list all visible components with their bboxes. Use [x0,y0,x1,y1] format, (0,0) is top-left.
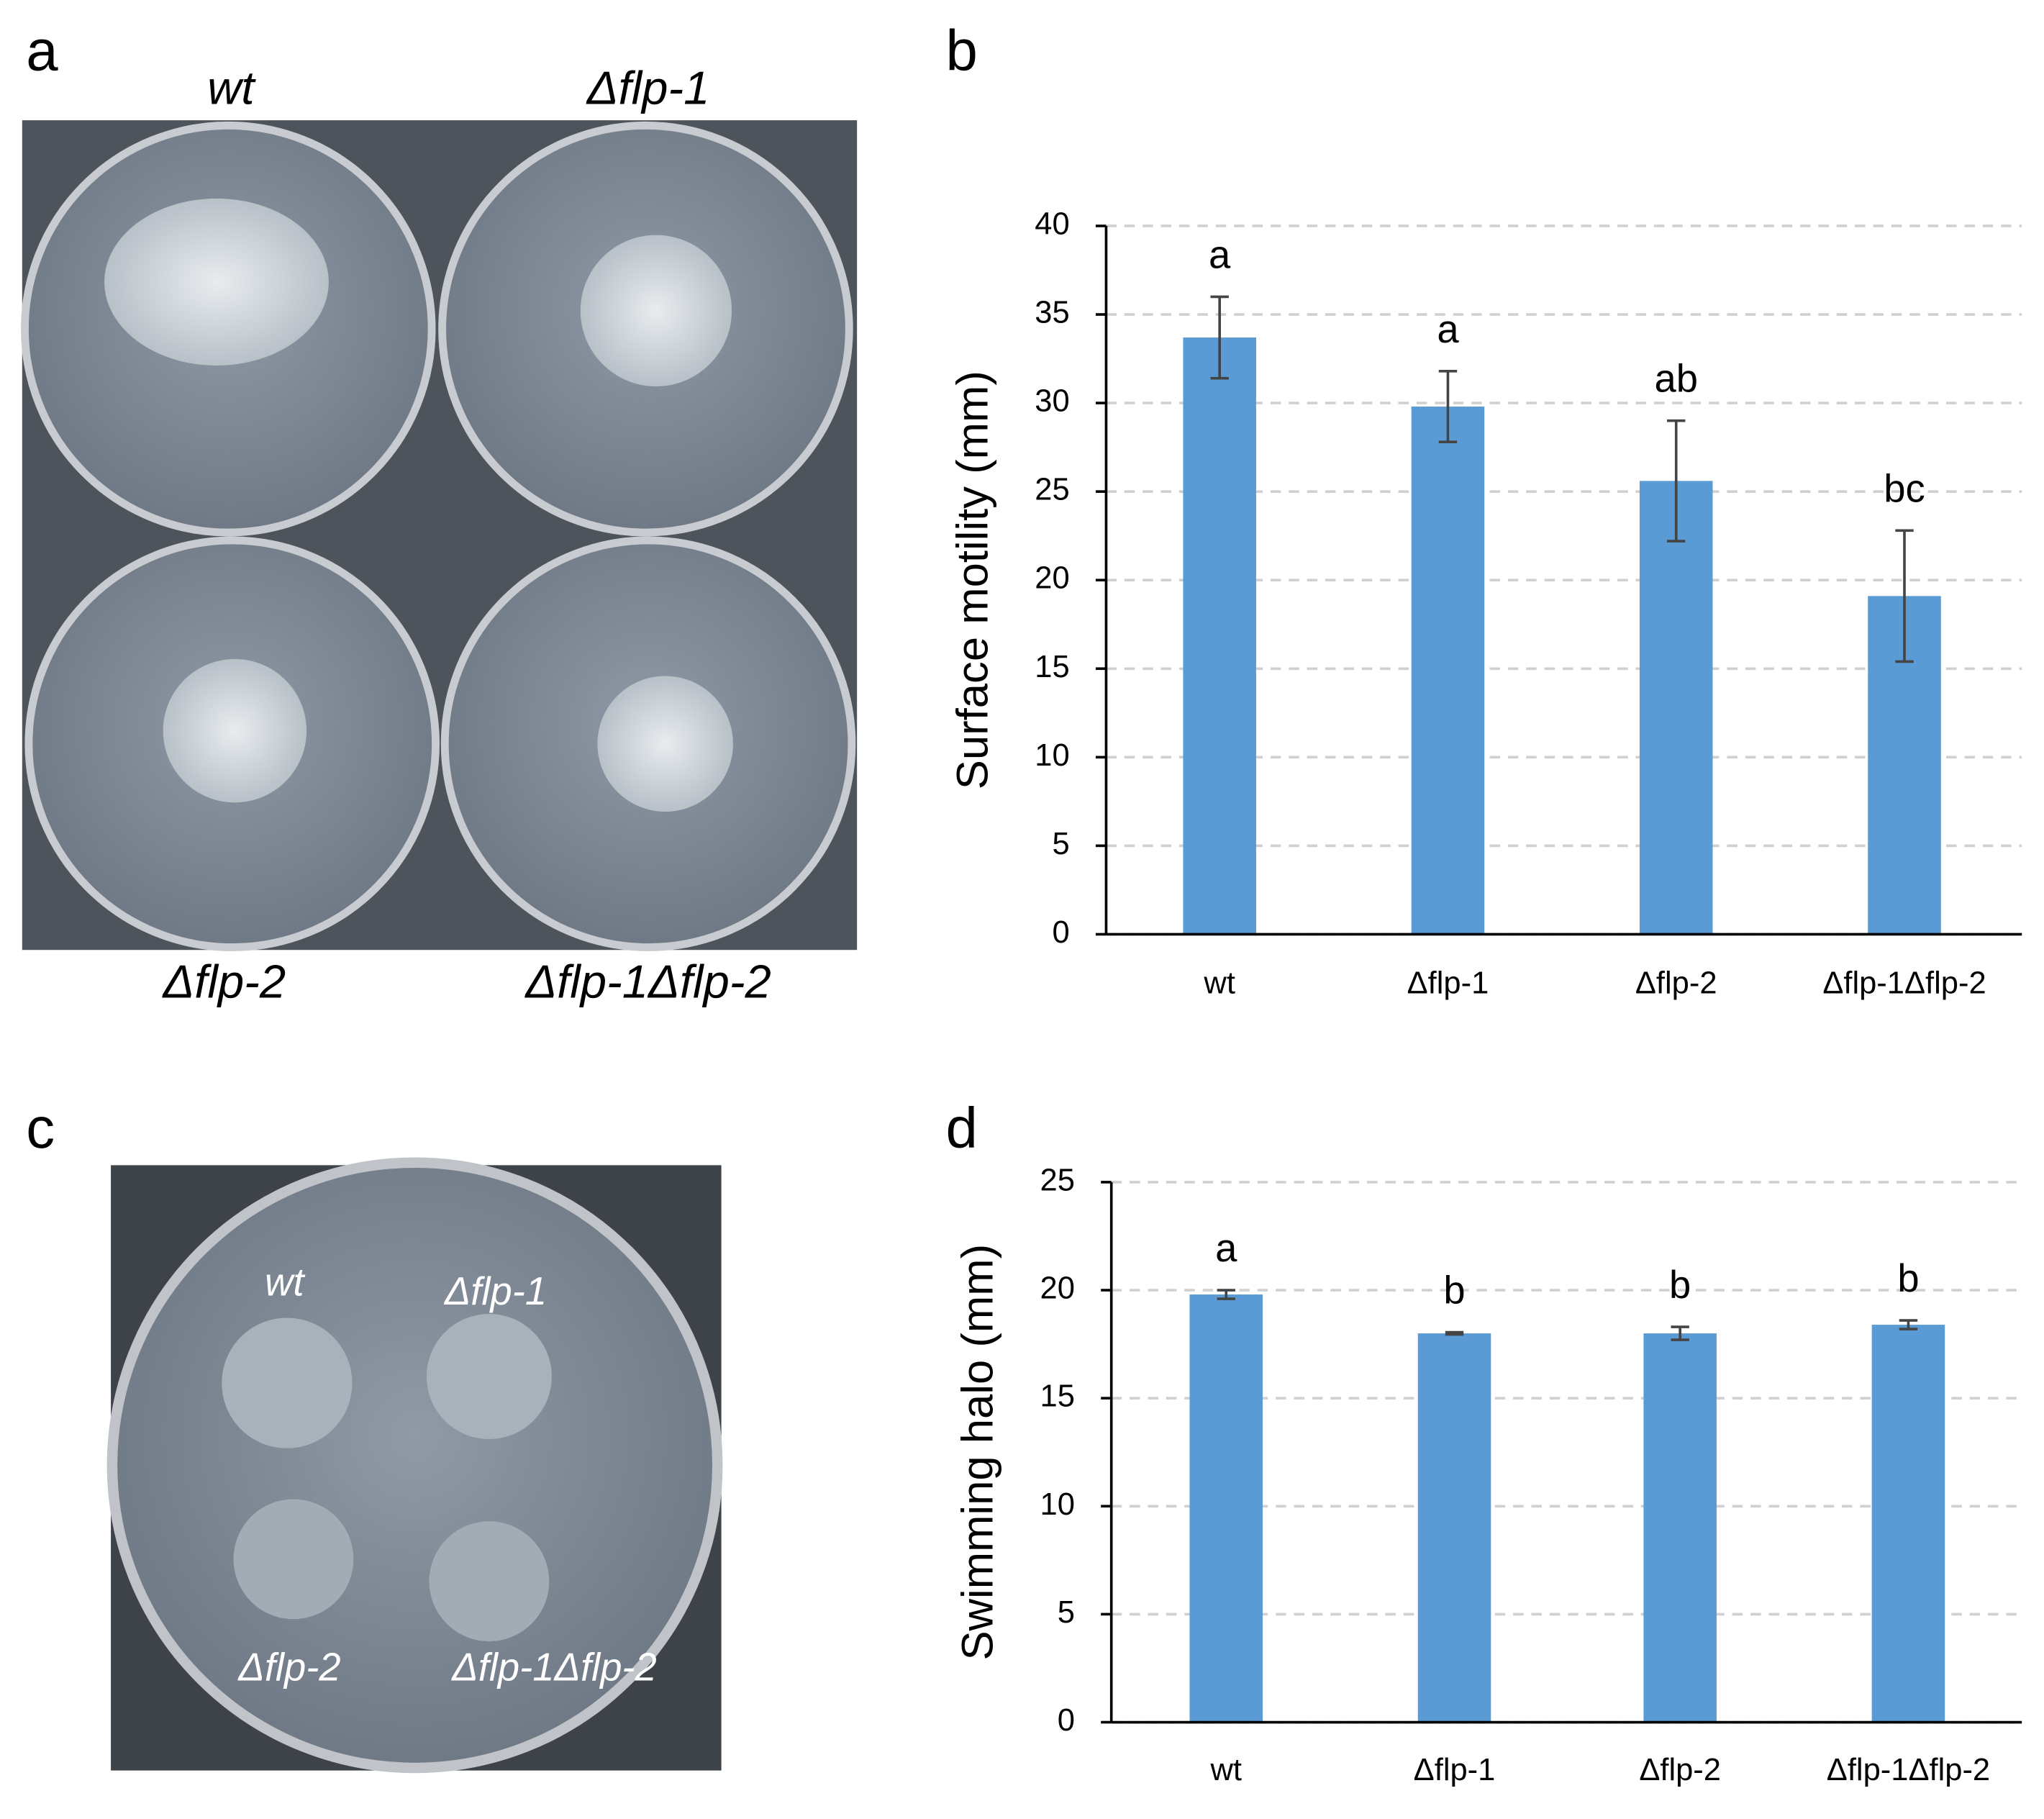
error-bar [1438,369,1458,444]
y-tick-label: 0 [1058,1703,1075,1738]
error-bar [1671,1325,1689,1341]
y-tick-label: 10 [1040,1487,1075,1522]
x-tick-label: wt [1209,1753,1242,1787]
y-tick-label: 10 [1035,738,1069,773]
significance-letter: b [1443,1269,1465,1312]
error-bar [1445,1330,1464,1336]
error-bar [1217,1289,1235,1300]
photo-c [106,1157,723,1774]
panel-label: a [26,19,58,83]
y-tick-label: 30 [1035,384,1069,419]
plate-label: Δflp-1 [586,61,710,114]
bar [1183,337,1256,935]
y-tick-label: 20 [1040,1271,1075,1306]
significance-letter: a [1209,232,1231,276]
plate-label: Δflp-2 [161,955,286,1007]
significance-letter: b [1669,1263,1691,1307]
y-tick-label: 40 [1035,207,1069,241]
y-tick-label: 5 [1058,1595,1075,1630]
y-axis-label: Swimming halo (mm) [953,1244,1003,1661]
significance-letter: bc [1884,466,1925,510]
y-tick-label: 5 [1052,827,1069,861]
x-tick-label: Δflp-2 [1639,1753,1721,1787]
y-tick-label: 25 [1040,1163,1075,1197]
error-bar [1899,1319,1918,1330]
x-tick-label: Δflp-2 [1635,966,1717,1001]
bar [1639,481,1713,935]
bar [1643,1333,1717,1723]
bar [1417,1333,1491,1723]
error-bar [1210,295,1229,380]
y-tick-label: 0 [1052,915,1069,950]
y-tick-label: 15 [1035,650,1069,684]
x-tick-label: wt [1203,966,1235,1001]
panel-label: b [945,19,977,83]
bar [1189,1294,1263,1723]
y-tick-label: 35 [1035,296,1069,330]
plate-label: Δflp-1Δflp-2 [524,955,771,1007]
y-axis-label: Surface motility (mm) [948,371,997,789]
significance-letter: ab [1654,357,1697,401]
plate-label: Δflp-1 [443,1269,547,1313]
plate-label: Δflp-1Δflp-2 [450,1645,657,1689]
plate-label: wt [207,61,256,114]
significance-letter: b [1897,1256,1919,1300]
y-tick-label: 25 [1035,473,1069,507]
error-bar [1667,419,1686,543]
plate-label: Δflp-2 [237,1645,340,1689]
plate-label: wt [265,1261,305,1305]
bar [1871,1325,1945,1723]
error-bar [1895,529,1914,663]
panel-label: d [945,1096,977,1160]
x-tick-label: Δflp-1Δflp-2 [1822,966,1986,1001]
bar [1411,407,1485,935]
photo-a [21,120,858,952]
x-tick-label: Δflp-1Δflp-2 [1827,1753,1990,1787]
y-tick-label: 15 [1040,1379,1075,1414]
panel-label: c [26,1096,55,1160]
x-tick-label: Δflp-1 [1414,1753,1496,1787]
x-tick-label: Δflp-1 [1407,966,1489,1001]
y-tick-label: 20 [1035,561,1069,596]
significance-letter: a [1437,307,1459,351]
significance-letter: a [1215,1226,1237,1270]
